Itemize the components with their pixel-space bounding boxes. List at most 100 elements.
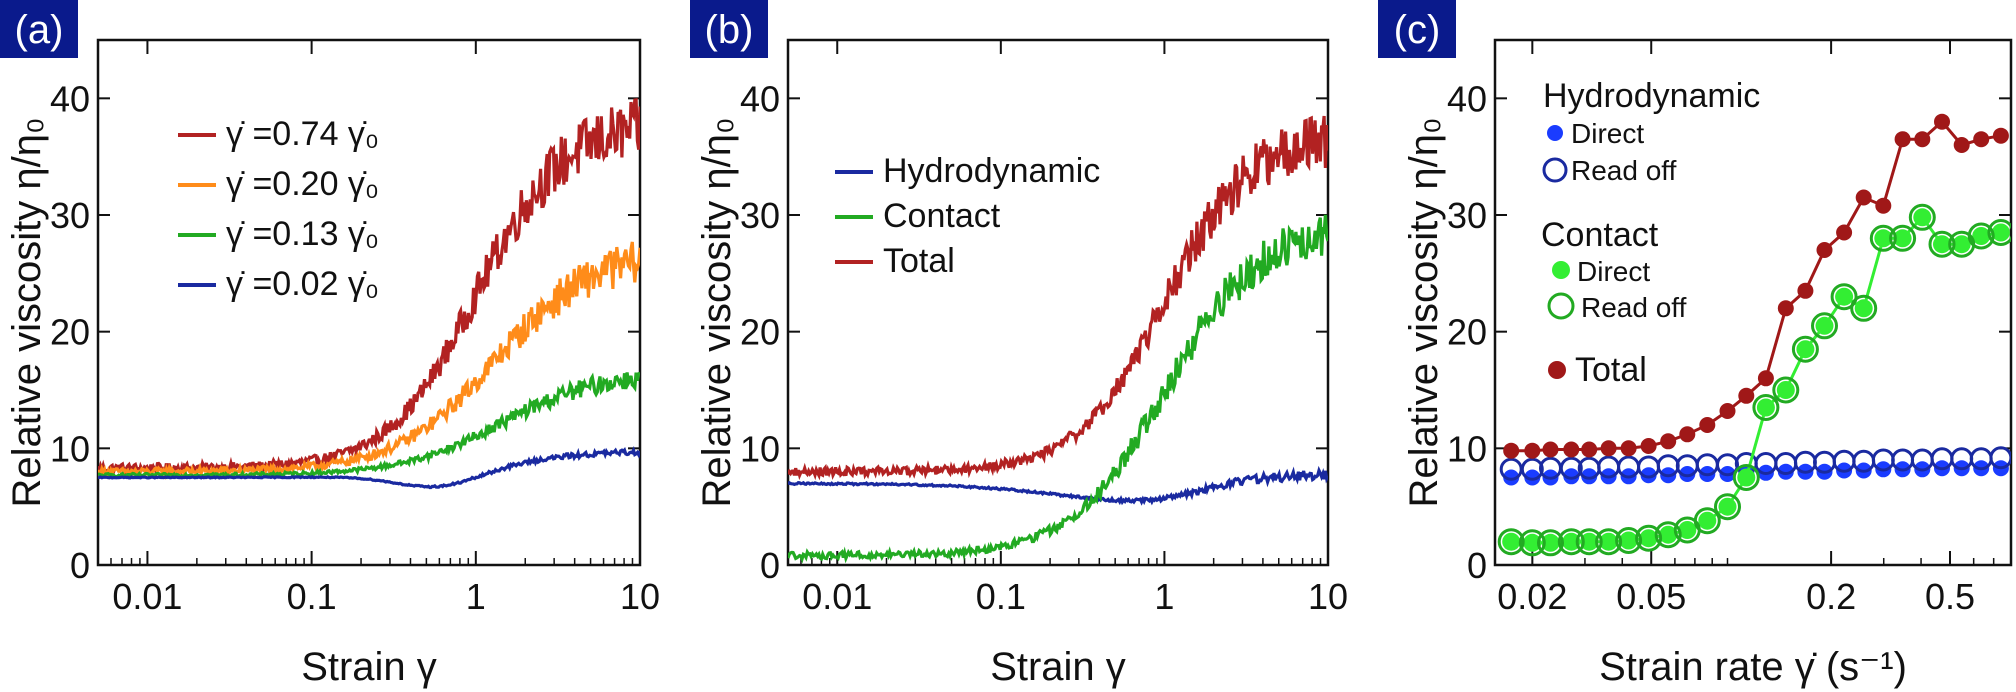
data-point	[1933, 235, 1951, 254]
x-axis-label: Strain γ	[990, 645, 1126, 689]
legend-entry: Total	[883, 242, 955, 280]
legend-marker	[1548, 361, 1566, 379]
x-tick-label: 0.1	[287, 576, 337, 617]
data-point	[1599, 532, 1618, 551]
y-tick-label: 30	[50, 195, 90, 236]
legend-entry: Read off	[1581, 292, 1687, 323]
y-tick-label: 0	[760, 545, 780, 586]
data-point	[1934, 113, 1950, 130]
legend-marker	[1552, 261, 1570, 279]
data-point	[1563, 441, 1580, 458]
data-point	[1737, 468, 1756, 487]
data-point	[1777, 463, 1794, 480]
data-point	[1559, 456, 1583, 480]
data-point	[1854, 299, 1873, 318]
legend-entry: Direct	[1571, 118, 1644, 149]
data-point	[1619, 531, 1638, 550]
y-tick-label: 0	[1467, 545, 1487, 586]
data-point	[1987, 219, 2011, 246]
legend-entry: Contact	[883, 197, 1001, 235]
data-point	[1563, 468, 1580, 485]
legend-marker	[1542, 157, 1568, 183]
data-point	[1953, 137, 1970, 153]
data-point	[1928, 230, 1956, 258]
x-tick-label: 10	[1308, 576, 1348, 617]
y-tick-label: 40	[50, 78, 90, 119]
data-point	[1698, 511, 1717, 530]
data-point	[1855, 189, 1872, 206]
data-point	[1732, 464, 1760, 491]
data-point	[1967, 222, 1995, 250]
data-point	[1992, 127, 2009, 144]
series-line	[788, 214, 1328, 564]
data-point	[1620, 440, 1637, 457]
data-point	[1503, 469, 1520, 486]
plot-area	[1497, 113, 2011, 557]
data-point	[1693, 507, 1721, 535]
data-point	[1796, 340, 1815, 359]
data-point	[1541, 533, 1560, 552]
data-point	[1615, 527, 1643, 554]
x-tick-label: 0.5	[1925, 576, 1975, 617]
x-axis-label: Strain γ	[301, 645, 437, 689]
data-point	[1830, 283, 1858, 311]
panel-tag	[1378, 0, 1456, 58]
legend-group-title: Hydrodynamic	[1543, 77, 1760, 115]
plot-frame	[786, 38, 1330, 567]
data-point	[1791, 335, 1819, 363]
y-axis-label: Relative viscosity η/η₀	[695, 117, 739, 507]
y-tick-label: 20	[740, 312, 780, 353]
data-point	[1537, 529, 1564, 557]
data-point	[1815, 316, 1834, 335]
data-point	[1874, 229, 1893, 248]
panel-tag-label: (c)	[1394, 8, 1441, 52]
data-point	[1679, 426, 1696, 443]
x-tick-label: 1	[466, 576, 486, 617]
legend-group-title: Contact	[1541, 216, 1659, 254]
x-tick-label: 0.1	[976, 576, 1026, 617]
legend-entry: Read off	[1571, 155, 1677, 186]
data-point	[1776, 381, 1795, 399]
data-point	[1772, 376, 1800, 404]
x-tick-label: 0.05	[1616, 576, 1686, 617]
data-point	[1575, 528, 1603, 556]
panel-b: (b) 0 10 20 30 40 0.01 0.1 1 10 Strain γ Relative v…	[690, 0, 1348, 689]
plot-area	[98, 98, 640, 490]
data-point	[1835, 287, 1854, 306]
data-point	[1524, 469, 1541, 486]
data-point	[1659, 525, 1678, 544]
data-point	[1989, 446, 2011, 470]
data-point	[1640, 467, 1657, 484]
data-point	[1991, 223, 2010, 242]
y-tick-label: 20	[1447, 312, 1487, 353]
legend: γ̇ =0.74 γ̇₀ γ̇ =0.20 γ̇₀ γ̇ =0.13 γ̇₀ γ̇ =…	[178, 115, 379, 303]
data-point	[1678, 521, 1697, 539]
data-point	[1581, 441, 1598, 458]
x-tick-label: 0.01	[802, 576, 872, 617]
legend-entry: γ̇ =0.02 γ̇₀	[226, 265, 379, 303]
x-tick-label: 1	[1154, 576, 1174, 617]
x-axis-label: Strain rate γ̇ (s⁻¹)	[1599, 645, 1907, 689]
data-point	[1595, 528, 1623, 556]
y-tick-label: 30	[1447, 195, 1487, 236]
data-point	[1952, 235, 1971, 254]
data-point	[1639, 529, 1658, 548]
plot-frame	[96, 38, 642, 567]
data-point	[1893, 229, 1912, 248]
series-line	[98, 241, 640, 481]
data-point	[1523, 533, 1542, 552]
series-line	[788, 465, 1328, 506]
data-point	[1875, 197, 1892, 214]
panel-tag-label: (a)	[15, 8, 64, 52]
panel-c: (c) 0 10 20 30 40 0.02 0.05 0.2 0.5 Strain rate γ̇…	[1378, 0, 2013, 689]
data-point	[1600, 440, 1617, 457]
panel-tag-label: (b)	[705, 8, 754, 52]
data-point	[1524, 442, 1541, 459]
data-point	[1777, 300, 1794, 317]
panel-a: (a) 0 10 20 30 40 0.01 0.1 1 10 Strain γ Relative v…	[0, 0, 660, 689]
y-tick-label: 0	[70, 545, 90, 586]
data-point	[1908, 203, 1936, 231]
legend-entry: γ̇ =0.74 γ̇₀	[226, 115, 379, 153]
data-point	[1797, 282, 1814, 299]
